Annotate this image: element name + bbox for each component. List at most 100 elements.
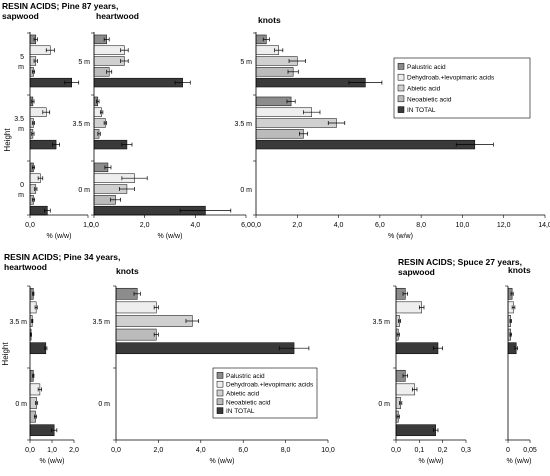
ylabel-height-top: Height [3, 128, 12, 152]
x-tick-label: 10,0 [456, 222, 470, 229]
title-pine34-line1: RESIN ACIDS; Pine 34 years, [4, 252, 120, 262]
title-heartwood-top: heartwood [96, 11, 139, 21]
legend-label: Neoabietic acid [407, 96, 452, 103]
category-label: 0 m [78, 187, 90, 194]
x-tick-label: 0,0 [391, 447, 401, 454]
category-label: 3.5 [14, 116, 24, 123]
category-label: m [18, 64, 24, 71]
legend-swatch [216, 407, 224, 414]
title-pine87-line2: sapwood [2, 11, 39, 21]
x-tick-label: 0,0 [25, 222, 35, 229]
category-label: m [18, 126, 24, 133]
panel-spruce27-knots: 0 0,05 % (w/w) [505, 285, 537, 465]
panel-pine87-knots: 5 m 3.5 m 0 m 0,0 2,0 4,0 6,0 8,0 10,0 12,0 14,0 % … [234, 32, 550, 240]
category-label: m [18, 192, 24, 199]
legend-label: IN TOTAL [407, 107, 436, 114]
category-label: 3.5 m [234, 121, 252, 128]
legend-label: Palustric acid [226, 373, 265, 380]
x-tick-label: 0,0 [111, 447, 121, 454]
bar-abietic-acid-1 [255, 118, 337, 128]
bar-abietic-acid-0 [115, 315, 193, 327]
legend: Palustric acid Dehydroab.+levopimaric aci… [212, 367, 318, 419]
category-label: 3.5 m [72, 121, 90, 128]
bar-dehydroab-levopimaric-acids-0 [93, 45, 125, 55]
legend-swatch [216, 372, 224, 379]
bar-dehydroab-levopimaric-acids-1 [395, 383, 415, 396]
x-tick-label: 2,0 [154, 447, 164, 454]
x-axis-label: % (w/w) [388, 233, 413, 240]
ylabel-height-bottom: Height [1, 342, 10, 366]
category-label: 5 m [78, 59, 90, 66]
bar-dehydroab-levopimaric-acids-0 [395, 301, 422, 314]
panel-spruce27-sapwood: 3.5 m 0 m 0,0 0,1 0,2 0,3 % (w/w) [372, 285, 471, 465]
category-label: 5 [20, 54, 24, 61]
title-knots-spruce: knots [508, 265, 531, 275]
chart-panels: 5 m 3.5 m 0 m 0,0 1,0 % (w/w) 5 m 3.5 m 0 m 0,0 2,0 4,… [9, 32, 550, 465]
x-tick-label: 0 [506, 447, 510, 454]
title-knots-bottom: knots [116, 266, 139, 276]
x-tick-label: 0,0 [25, 447, 35, 454]
legend-swatch [397, 63, 405, 70]
x-axis-label: % (w/w) [47, 233, 72, 240]
bar-in-total-1 [29, 139, 57, 150]
bar-neoabietic-acid-1 [255, 129, 304, 139]
x-tick-label: 6,0 [241, 222, 251, 229]
x-tick-label: 4,0 [334, 222, 344, 229]
x-tick-label: 2,0 [292, 222, 302, 229]
legend-swatch [216, 380, 224, 388]
x-tick-label: 10,0 [321, 447, 335, 454]
title-pine87-line1: RESIN ACIDS; Pine 87 years, [2, 1, 118, 11]
legend-label: Abietic acid [407, 86, 441, 93]
x-tick-label: 0,0 [89, 222, 99, 229]
bar-abietic-acid-1 [93, 118, 106, 128]
bar-in-total-0 [395, 342, 439, 355]
category-label: 5 m [240, 59, 252, 66]
x-tick-label: 8,0 [281, 447, 291, 454]
title-knots-top: knots [258, 15, 281, 25]
legend-label: Palustric acid [407, 64, 446, 71]
category-label: 3.5 m [92, 319, 110, 326]
bar-palustric-acid-1 [255, 96, 292, 107]
bar-neoabietic-acid-0 [115, 328, 157, 341]
category-label: 3.5 m [9, 319, 27, 326]
legend-swatch [397, 95, 405, 103]
bar-neoabietic-acid-0 [255, 67, 294, 77]
legend: Palustric acid Dehydroab.+levopimaric aci… [393, 57, 531, 119]
title-pine34-line2: heartwood [4, 262, 47, 272]
legend-box [212, 367, 318, 419]
bar-abietic-acid-0 [93, 56, 125, 66]
x-tick-label: 12,0 [497, 222, 511, 229]
category-label: 0 [20, 182, 24, 189]
panel-pine87-heartwood: 5 m 3.5 m 0 m 0,0 2,0 4,0 6,0 % (w/w) [72, 32, 251, 240]
bar-dehydroab-levopimaric-acids-0 [115, 301, 157, 314]
x-tick-label: 6,0 [238, 447, 248, 454]
legend-label: Abietic acid [226, 391, 260, 398]
legend-label: Dehydroab.+levopimaric acids [226, 382, 314, 389]
x-tick-label: 0,2 [438, 447, 448, 454]
legend-label: IN TOTAL [226, 408, 255, 415]
x-axis-label: % (w/w) [210, 458, 235, 465]
bar-in-total-1 [255, 139, 476, 150]
legend-swatch [397, 73, 405, 81]
bar-in-total-0 [29, 342, 47, 355]
bar-in-total-0 [93, 77, 183, 88]
legend-swatch [397, 84, 405, 92]
bar-in-total-0 [115, 342, 295, 355]
title-spruce-line2: sapwood [398, 267, 435, 277]
x-axis-label: % (w/w) [158, 233, 183, 240]
legend-swatch [397, 106, 405, 113]
x-axis-label: % (w/w) [40, 458, 65, 465]
category-label: 0 m [240, 187, 252, 194]
x-tick-label: 6,0 [375, 222, 385, 229]
legend-swatch [216, 398, 224, 406]
x-tick-label: 0,05 [523, 447, 537, 454]
title-spruce-line1: RESIN ACIDS; Spuce 27 years, [398, 257, 522, 267]
legend-swatch [216, 389, 224, 397]
x-tick-label: 4,0 [196, 447, 206, 454]
panel-pine87-sapwood: 5 m 3.5 m 0 m 0,0 1,0 % (w/w) [14, 32, 93, 240]
x-tick-label: 14,0 [538, 222, 550, 229]
x-tick-label: 2,0 [69, 447, 79, 454]
x-tick-label: 1,0 [47, 447, 57, 454]
bar-in-total-1 [395, 424, 436, 437]
